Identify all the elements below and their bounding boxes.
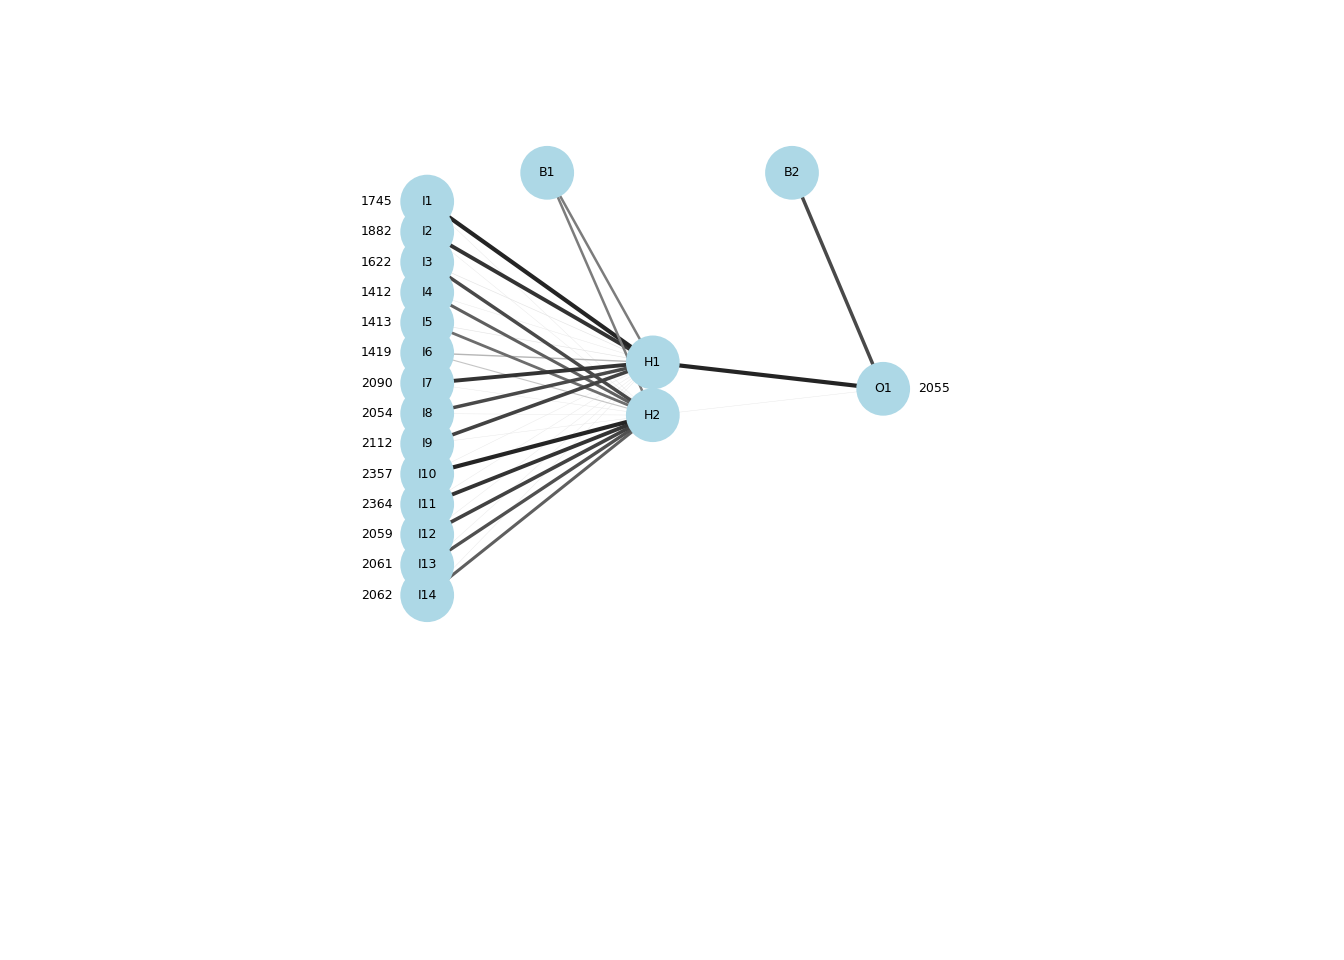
Text: I3: I3 [422,255,433,269]
Text: 2364: 2364 [362,498,392,511]
Text: I12: I12 [418,528,437,541]
Text: I4: I4 [422,286,433,299]
Text: 2054: 2054 [362,407,392,420]
Circle shape [520,146,574,200]
Text: B1: B1 [539,166,555,180]
Circle shape [401,447,454,501]
Circle shape [401,417,454,470]
Text: 2062: 2062 [362,588,392,602]
Circle shape [765,146,818,200]
Text: I9: I9 [422,438,433,450]
Text: H1: H1 [644,356,661,369]
Text: I6: I6 [422,347,433,359]
Circle shape [626,336,680,390]
Circle shape [401,387,454,441]
Circle shape [401,175,454,228]
Text: I7: I7 [422,376,433,390]
Text: H2: H2 [644,409,661,421]
Circle shape [401,296,454,349]
Circle shape [401,235,454,289]
Text: O1: O1 [875,382,892,396]
Text: 2061: 2061 [362,559,392,571]
Text: 1745: 1745 [362,195,392,208]
Text: 1413: 1413 [362,316,392,329]
Circle shape [856,362,910,416]
Circle shape [401,356,454,410]
Text: 1419: 1419 [362,347,392,359]
Text: I2: I2 [422,226,433,238]
Text: I11: I11 [418,498,437,511]
Circle shape [401,538,454,591]
Circle shape [401,568,454,622]
Text: I1: I1 [422,195,433,208]
Text: I8: I8 [422,407,433,420]
Text: I14: I14 [418,588,437,602]
Circle shape [401,326,454,380]
Text: B2: B2 [784,166,800,180]
Text: 1622: 1622 [362,255,392,269]
Text: 2090: 2090 [362,376,392,390]
Text: 2357: 2357 [362,468,392,481]
Text: 1412: 1412 [362,286,392,299]
Text: I5: I5 [422,316,433,329]
Text: 2059: 2059 [362,528,392,541]
Text: 2112: 2112 [362,438,392,450]
Circle shape [401,266,454,320]
Text: 1882: 1882 [362,226,392,238]
Text: 2055: 2055 [918,382,950,396]
Text: I13: I13 [418,559,437,571]
Circle shape [401,477,454,531]
Circle shape [626,389,680,442]
Text: I10: I10 [418,468,437,481]
Circle shape [401,508,454,562]
Circle shape [401,205,454,259]
